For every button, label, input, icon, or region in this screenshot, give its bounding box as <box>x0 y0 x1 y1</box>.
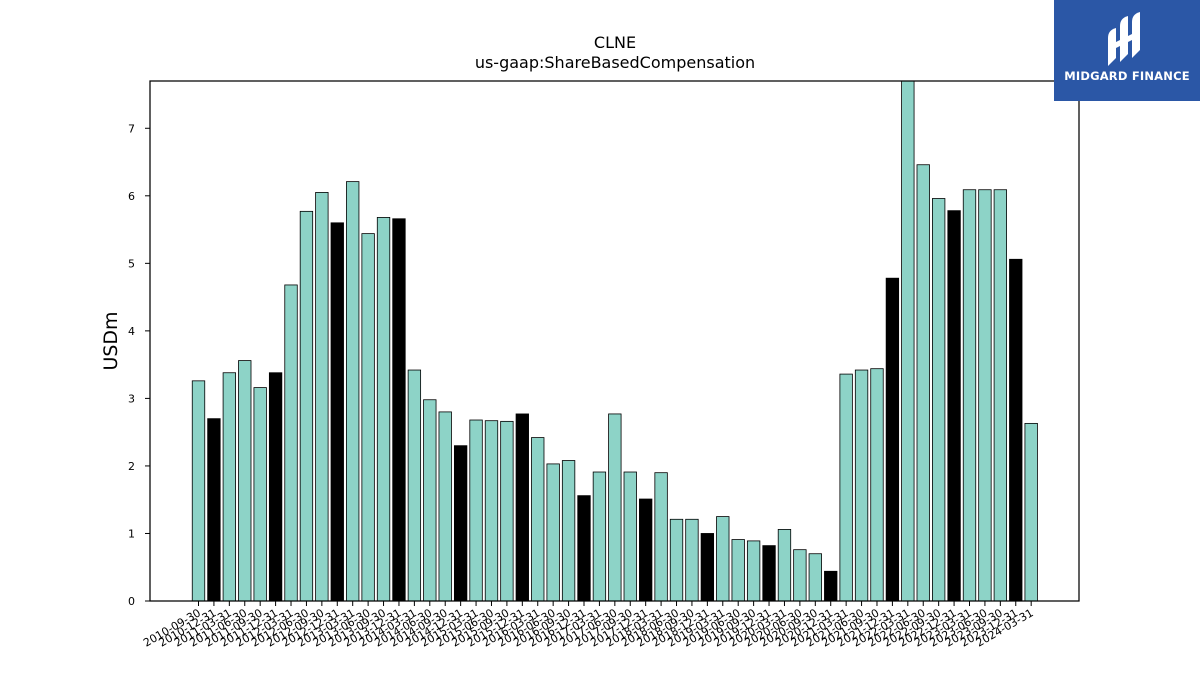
bars-group <box>191 80 1038 602</box>
bar-2021-12-31 <box>885 277 900 602</box>
bar-2013-03-31 <box>346 181 360 602</box>
bar-2017-03-31 <box>592 471 607 602</box>
chart-subtitle: us-gaap:ShareBasedCompensation <box>475 53 755 72</box>
y-tick-label: 3 <box>128 392 135 405</box>
bar-2011-03-31 <box>222 372 236 602</box>
bar-2021-03-31 <box>839 373 853 602</box>
bar-2011-12-31 <box>268 372 283 602</box>
bar-2015-03-31 <box>469 419 483 602</box>
bar-2020-12-31 <box>824 570 838 602</box>
logo-mark-icon <box>1108 12 1140 66</box>
bar-2020-09-30 <box>808 553 822 602</box>
bar-2010-09-30 <box>191 380 206 602</box>
bar-2019-03-31 <box>716 516 730 602</box>
bar-2016-09-30 <box>561 460 576 602</box>
bar-2011-06-30 <box>238 360 252 602</box>
bar-2016-06-30 <box>546 463 560 602</box>
bar-2012-03-31 <box>284 284 298 602</box>
y-tick-label: 1 <box>128 527 135 540</box>
bar-2015-12-31 <box>515 413 529 602</box>
y-axis-label: USDm <box>100 311 122 370</box>
bar-2014-03-31 <box>407 369 422 602</box>
bar-2014-12-31 <box>453 445 468 602</box>
bar-2016-12-31 <box>577 495 591 602</box>
bar-2018-09-30 <box>685 518 699 602</box>
bar-2013-09-30 <box>376 217 391 602</box>
bar-2020-03-31 <box>777 529 792 602</box>
bar-2022-09-30 <box>932 198 946 602</box>
y-tick-label: 7 <box>128 122 135 135</box>
bar-2023-06-30 <box>978 189 992 602</box>
bar-2012-12-31 <box>330 222 344 602</box>
bar-2022-03-31 <box>901 80 915 602</box>
bar-2021-09-30 <box>870 368 884 602</box>
y-tick-label: 4 <box>128 325 135 338</box>
bar-2017-06-30 <box>608 413 622 602</box>
bar-2023-03-31 <box>962 189 977 602</box>
bar-2016-03-31 <box>531 437 545 602</box>
bar-2022-12-31 <box>947 210 961 602</box>
bar-2015-09-30 <box>500 420 514 602</box>
bar-2019-09-30 <box>746 540 761 602</box>
bar-2012-06-30 <box>299 210 314 602</box>
bar-2018-12-31 <box>700 533 715 602</box>
bar-2010-12-31 <box>207 418 221 602</box>
bar-2019-06-30 <box>731 539 745 602</box>
bar-2014-06-30 <box>423 399 437 602</box>
y-axis-ticks: 0 1 2 3 4 5 6 7 <box>128 122 150 608</box>
bar-2023-09-30 <box>993 189 1007 602</box>
chart-title: CLNE <box>594 33 636 52</box>
bar-2014-09-30 <box>438 411 452 602</box>
x-axis-ticks: 2010-09-302010-12-312011-03-312011-06-30… <box>141 601 1036 650</box>
bar-2015-06-30 <box>484 420 499 602</box>
bar-2011-09-30 <box>253 387 267 602</box>
bar-2017-12-31 <box>639 498 653 602</box>
plot-frame <box>149 80 1080 602</box>
bar-2013-12-31 <box>392 218 406 602</box>
bar-2017-09-30 <box>623 471 637 602</box>
bar-2020-06-30 <box>793 549 807 602</box>
y-tick-label: 2 <box>128 460 135 473</box>
bar-2019-12-31 <box>762 545 776 602</box>
bar-2018-03-31 <box>654 472 668 602</box>
midgard-finance-logo: MIDGARD FINANCE <box>1054 0 1200 101</box>
bar-2022-06-30 <box>916 164 930 602</box>
bar-2013-06-30 <box>361 233 375 602</box>
y-tick-label: 6 <box>128 190 135 203</box>
bar-2021-06-30 <box>854 369 869 602</box>
logo-text: MIDGARD FINANCE <box>1064 69 1190 83</box>
bar-2023-12-31 <box>1009 258 1023 602</box>
bar-2024-03-31 <box>1024 422 1038 602</box>
y-tick-label: 0 <box>128 595 135 608</box>
bar-2018-06-30 <box>669 518 684 602</box>
y-tick-label: 5 <box>128 257 135 270</box>
bar-2012-09-30 <box>315 192 329 602</box>
